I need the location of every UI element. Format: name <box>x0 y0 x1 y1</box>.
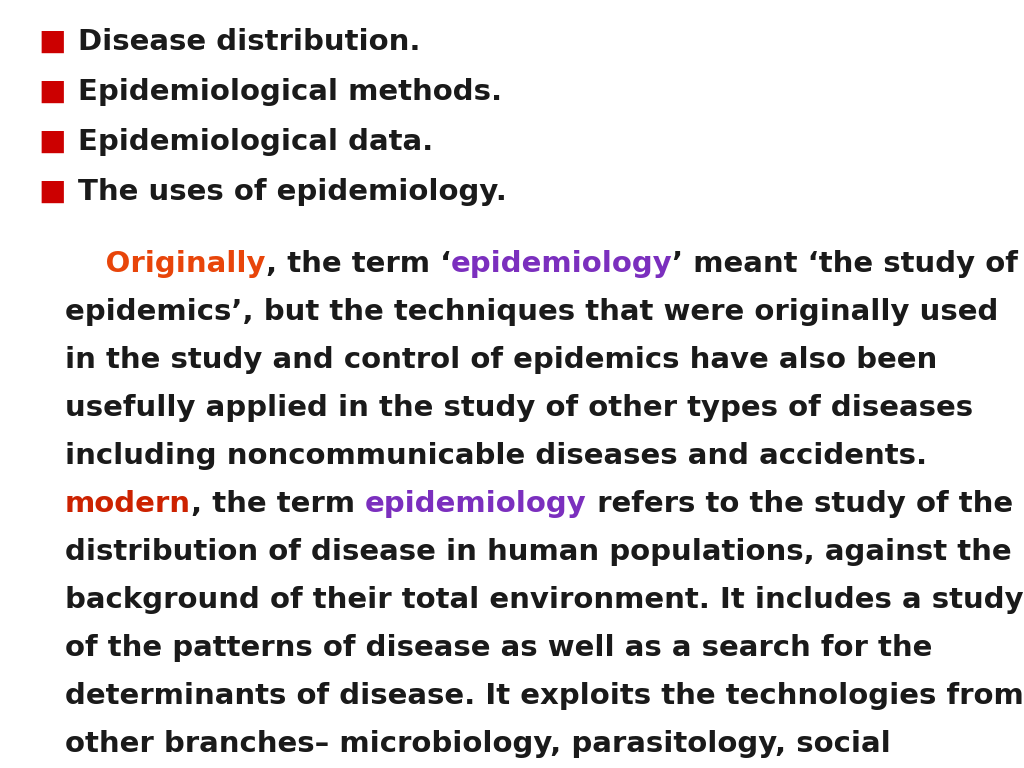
Text: determinants of disease. It exploits the technologies from: determinants of disease. It exploits the… <box>65 682 1024 710</box>
Text: , the term ‘: , the term ‘ <box>265 250 451 278</box>
Text: modern: modern <box>65 490 191 518</box>
Text: other branches– microbiology, parasitology, social: other branches– microbiology, parasitolo… <box>65 730 891 758</box>
Text: epidemiology: epidemiology <box>366 490 587 518</box>
Text: epidemics’, but the techniques that were originally used: epidemics’, but the techniques that were… <box>65 298 998 326</box>
Text: ■: ■ <box>38 28 66 56</box>
Text: of the patterns of disease as well as a search for the: of the patterns of disease as well as a … <box>65 634 933 662</box>
Text: epidemiology: epidemiology <box>451 250 673 278</box>
Text: ■: ■ <box>38 78 66 106</box>
Text: including noncommunicable diseases and accidents.: including noncommunicable diseases and a… <box>65 442 927 470</box>
Text: background of their total environment. It includes a study: background of their total environment. I… <box>65 586 1024 614</box>
Text: refers to the study of the: refers to the study of the <box>587 490 1013 518</box>
Text: The uses of epidemiology.: The uses of epidemiology. <box>78 178 507 206</box>
Text: ■: ■ <box>38 128 66 156</box>
Text: Epidemiological data.: Epidemiological data. <box>78 128 433 156</box>
Text: , the term: , the term <box>191 490 366 518</box>
Text: Disease distribution.: Disease distribution. <box>78 28 421 56</box>
Text: ■: ■ <box>38 178 66 206</box>
Text: ’ meant ‘the study of: ’ meant ‘the study of <box>673 250 1019 278</box>
Text: Epidemiological methods.: Epidemiological methods. <box>78 78 502 106</box>
Text: usefully applied in the study of other types of diseases: usefully applied in the study of other t… <box>65 394 973 422</box>
Text: in the study and control of epidemics have also been: in the study and control of epidemics ha… <box>65 346 937 374</box>
Text: Originally: Originally <box>65 250 265 278</box>
Text: distribution of disease in human populations, against the: distribution of disease in human populat… <box>65 538 1012 566</box>
